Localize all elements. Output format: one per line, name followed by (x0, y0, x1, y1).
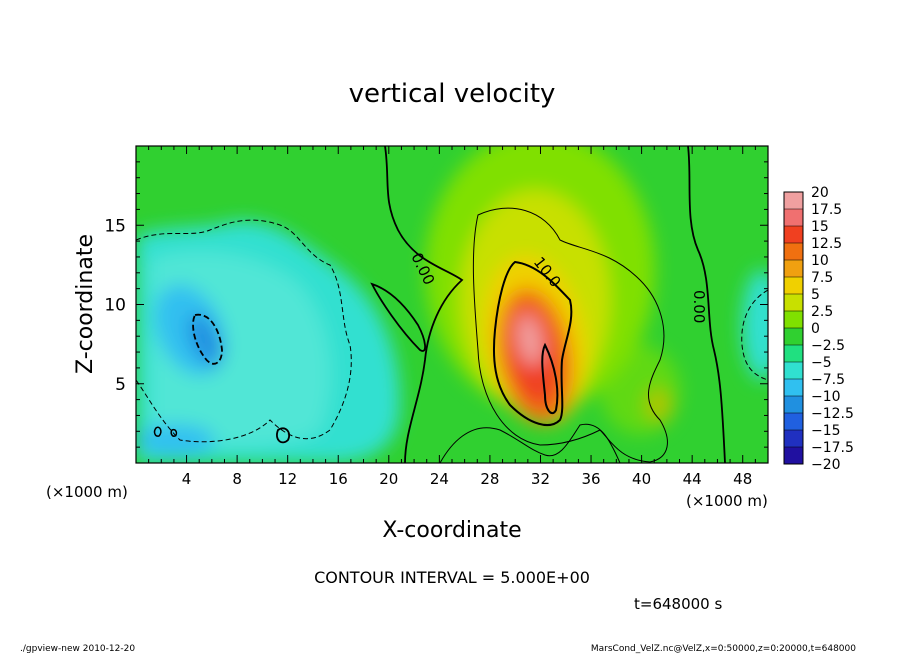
colorbar-swatch (784, 362, 803, 379)
colorbar-label: 0 (811, 321, 820, 337)
contour-negative-five (136, 219, 352, 443)
colorbar-label: −12.5 (811, 406, 854, 422)
downdraft-core (187, 313, 223, 367)
y-axis: 5 10 15 (104, 161, 768, 448)
downdraft-lower-cell (136, 424, 215, 456)
updraft-core (517, 314, 543, 366)
x-tick-label: 28 (480, 470, 499, 488)
colorbar-label: 20 (811, 185, 829, 201)
contour-small-loop-3 (170, 428, 178, 437)
x-tick-label: 48 (733, 470, 752, 488)
x-tick-label: 20 (379, 470, 398, 488)
contour-right-negative (741, 289, 768, 381)
x-tick-label: 12 (278, 470, 297, 488)
colorbar-swatch (784, 328, 803, 345)
contour-small-loop-2 (153, 426, 162, 437)
colorbar-swatch (784, 226, 803, 243)
x-axis-label: X-coordinate (382, 518, 521, 543)
contour-bottom-wave (439, 423, 621, 463)
contour-negative-ten (192, 313, 223, 365)
colorbar-swatch (784, 447, 803, 464)
contour-interval: CONTOUR INTERVAL = 5.000E+00 (314, 568, 590, 587)
colorbar-swatch (784, 209, 803, 226)
colorbar-label: 2.5 (811, 304, 833, 320)
contour-zero-loop (370, 282, 426, 352)
contour-ten-inner (541, 342, 559, 415)
x-tick-label: 36 (581, 470, 600, 488)
y-tick-label: 10 (104, 296, 126, 316)
colorbar-label: −5 (811, 355, 832, 371)
x-tick-label: 8 (232, 470, 242, 488)
y-axis-label: Z-coordinate (73, 234, 98, 374)
colorbar-label: −20 (811, 457, 841, 473)
x-tick-label: 16 (329, 470, 348, 488)
x-tick-label: 24 (430, 470, 449, 488)
time-label: t=648000 s (634, 595, 722, 613)
colorbar-swatch (784, 243, 803, 260)
colorbar-label: −2.5 (811, 338, 845, 354)
colorbar-label: −15 (811, 423, 841, 439)
colorbar-swatch (784, 260, 803, 277)
plot-area (136, 146, 768, 463)
colorbar-label: −17.5 (811, 440, 854, 456)
contours (136, 146, 768, 463)
colorbar-swatch (784, 430, 803, 447)
colorbar-label: 17.5 (811, 202, 842, 218)
colorbar-swatch (784, 311, 803, 328)
footer-left: ./gpview-new 2010-12-20 (20, 644, 135, 654)
colorbar-swatch (784, 413, 803, 430)
velocity-field (136, 146, 768, 463)
x-tick-label: 4 (182, 470, 192, 488)
chart-title: vertical velocity (349, 79, 556, 109)
colorbar-label: 12.5 (811, 236, 842, 252)
colorbar-swatch (784, 192, 803, 209)
x-tick-label: 44 (683, 470, 702, 488)
colorbar-label: 15 (811, 219, 829, 235)
x-unit-left: (×1000 m) (46, 483, 128, 501)
contour-zero-right (687, 146, 726, 463)
colorbar-label: 10 (811, 253, 829, 269)
x-axis: 4 8 12 16 20 24 28 32 36 40 44 48 (148, 146, 756, 488)
colorbar-swatch (784, 277, 803, 294)
footer-right: MarsCond_VelZ.nc@VelZ,x=0:50000,z=0:2000… (591, 644, 856, 654)
x-tick-label: 32 (531, 470, 550, 488)
x-unit-right: (×1000 m) (686, 492, 768, 510)
secondary-updraft-halo (600, 345, 680, 435)
colorbar-swatch (784, 294, 803, 311)
right-edge-downdraft (742, 270, 768, 380)
contour-ten (492, 260, 573, 426)
y-tick-label: 5 (115, 375, 126, 395)
contour-zero-center (384, 146, 464, 463)
y-tick-label: 15 (104, 216, 126, 236)
colorbar-swatch (784, 379, 803, 396)
colorbar-swatch (784, 396, 803, 413)
colorbar-label: −10 (811, 389, 841, 405)
contour-small-loop (276, 427, 291, 444)
colorbar: 2017.51512.5107.552.50−2.5−5−7.5−10−12.5… (783, 185, 854, 473)
colorbar-swatch (784, 345, 803, 362)
contour-label-zero-right: 0.00 (690, 290, 708, 323)
contour-five-outer (472, 207, 668, 463)
colorbar-label: 5 (811, 287, 820, 303)
colorbar-label: −7.5 (811, 372, 845, 388)
colorbar-label: 7.5 (811, 270, 833, 286)
x-tick-label: 40 (632, 470, 651, 488)
